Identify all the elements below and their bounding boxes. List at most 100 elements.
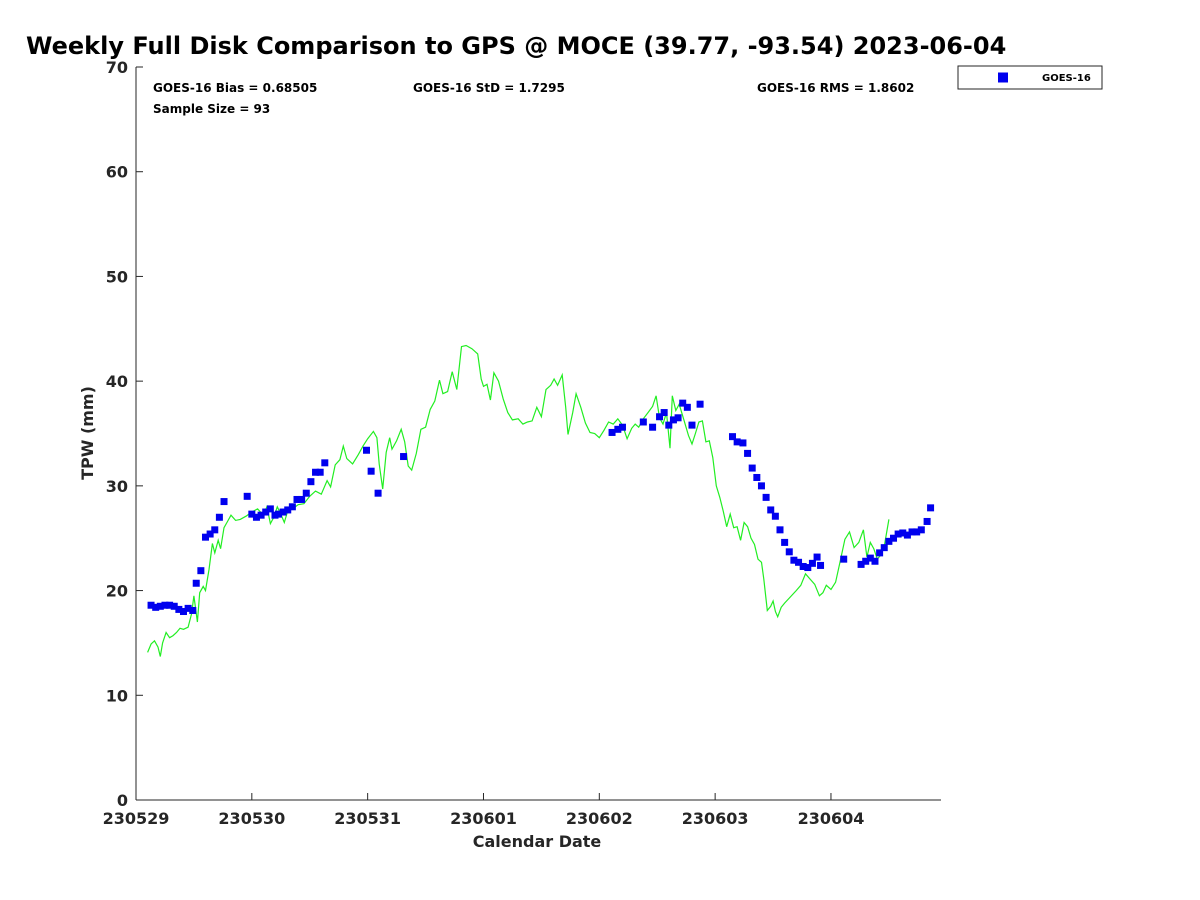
goes16-point [614,425,622,433]
goes16-point [302,489,310,497]
x-tick-label: 230602 [566,809,633,828]
sample-size-stat: Sample Size = 93 [153,102,270,116]
goes16-point [840,555,848,563]
goes16-point [885,537,893,545]
goes16-point [166,601,174,609]
goes16-point [880,544,888,552]
goes16-point [298,495,306,503]
goes16-point [201,533,209,541]
goes16-point [817,561,825,569]
goes16-point [927,504,935,512]
goes16-point [374,489,382,497]
y-tick-label: 40 [106,372,128,391]
goes16-point [762,493,770,501]
goes16-point [307,478,315,486]
goes16-point [733,438,741,446]
goes16-point [866,554,874,562]
rms-stat: GOES-16 RMS = 1.8602 [757,81,914,95]
goes16-point [220,498,228,506]
goes16-point [808,559,816,567]
goes16-point [288,503,296,511]
goes16-point [362,446,370,454]
goes16-point [771,512,779,520]
goes16-point [903,531,911,539]
y-tick-label: 10 [106,686,128,705]
goes16-point [279,508,287,516]
plot-background [136,67,941,800]
goes16-point [156,602,164,610]
goes16-point [284,506,292,514]
goes16-point [744,449,752,457]
goes16-point [729,433,737,441]
goes16-point [248,510,256,518]
goes16-point [894,530,902,538]
goes16-point [795,558,803,566]
y-tick-label: 20 [106,582,128,601]
goes16-point [757,482,765,490]
goes16-point [679,399,687,407]
y-tick-label: 50 [106,267,128,286]
goes16-point [669,416,677,424]
goes16-point [908,528,916,536]
goes16-point [252,513,260,521]
goes16-point [321,459,329,467]
goes16-point [639,418,647,426]
goes16-point [665,421,673,429]
goes16-point [776,526,784,534]
legend-box [957,65,1103,90]
y-tick-label: 70 [106,58,128,77]
goes16-point [799,562,807,570]
goes16-point [804,564,812,572]
plot-area [136,67,941,800]
goes16-point [161,601,169,609]
goes16-point [683,403,691,411]
goes16-point [753,473,761,481]
goes16-point [262,508,270,516]
goes16-point [170,602,178,610]
legend-label-goes16: GOES-16 [1042,73,1091,84]
goes16-point [649,423,657,431]
goes16-point [189,606,197,614]
bias-stat: GOES-16 Bias = 0.68505 [153,81,317,95]
goes16-point [923,517,931,525]
x-axis-label: Calendar Date [473,832,602,851]
goes16-point [917,526,925,534]
goes16-point [790,556,798,564]
goes16-point [312,468,320,476]
goes16-point [813,553,821,561]
y-axis-label: TPW (mm) [78,386,97,480]
x-axis-ticks: 230529 230530 230531 230601 230602 230603 2306… [103,793,865,828]
goes16-point [913,528,921,536]
goes16-point [293,495,301,503]
y-tick-label: 0 [117,791,128,810]
goes16-point [876,549,884,557]
goes16-point [400,453,408,461]
goes16-point [266,505,274,513]
goes16-point [367,467,375,475]
goes16-point [660,409,668,417]
goes16-point [785,548,793,556]
goes16-point [862,557,870,565]
goes16-point [608,428,616,436]
x-tick-label: 230529 [103,809,170,828]
x-tick-label: 230530 [218,809,285,828]
goes16-point [688,421,696,429]
goes16-point [618,423,626,431]
goes16-point [215,513,223,521]
goes16-point [274,510,282,518]
std-stat: GOES-16 StD = 1.7295 [413,81,565,95]
goes16-point [871,557,879,565]
goes16-point [192,579,200,587]
goes16-point [899,529,907,537]
goes16-point [890,534,898,542]
goes16-point [748,464,756,472]
goes16-point [696,400,704,408]
goes16-point [767,506,775,514]
x-tick-label: 230604 [798,809,865,828]
goes16-point [656,413,664,421]
legend: GOES-16 [957,65,1103,90]
goes16-point [175,605,183,613]
goes16-point [739,439,747,447]
x-tick-label: 230603 [682,809,749,828]
